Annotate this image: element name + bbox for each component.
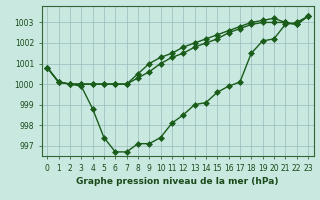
X-axis label: Graphe pression niveau de la mer (hPa): Graphe pression niveau de la mer (hPa) <box>76 177 279 186</box>
